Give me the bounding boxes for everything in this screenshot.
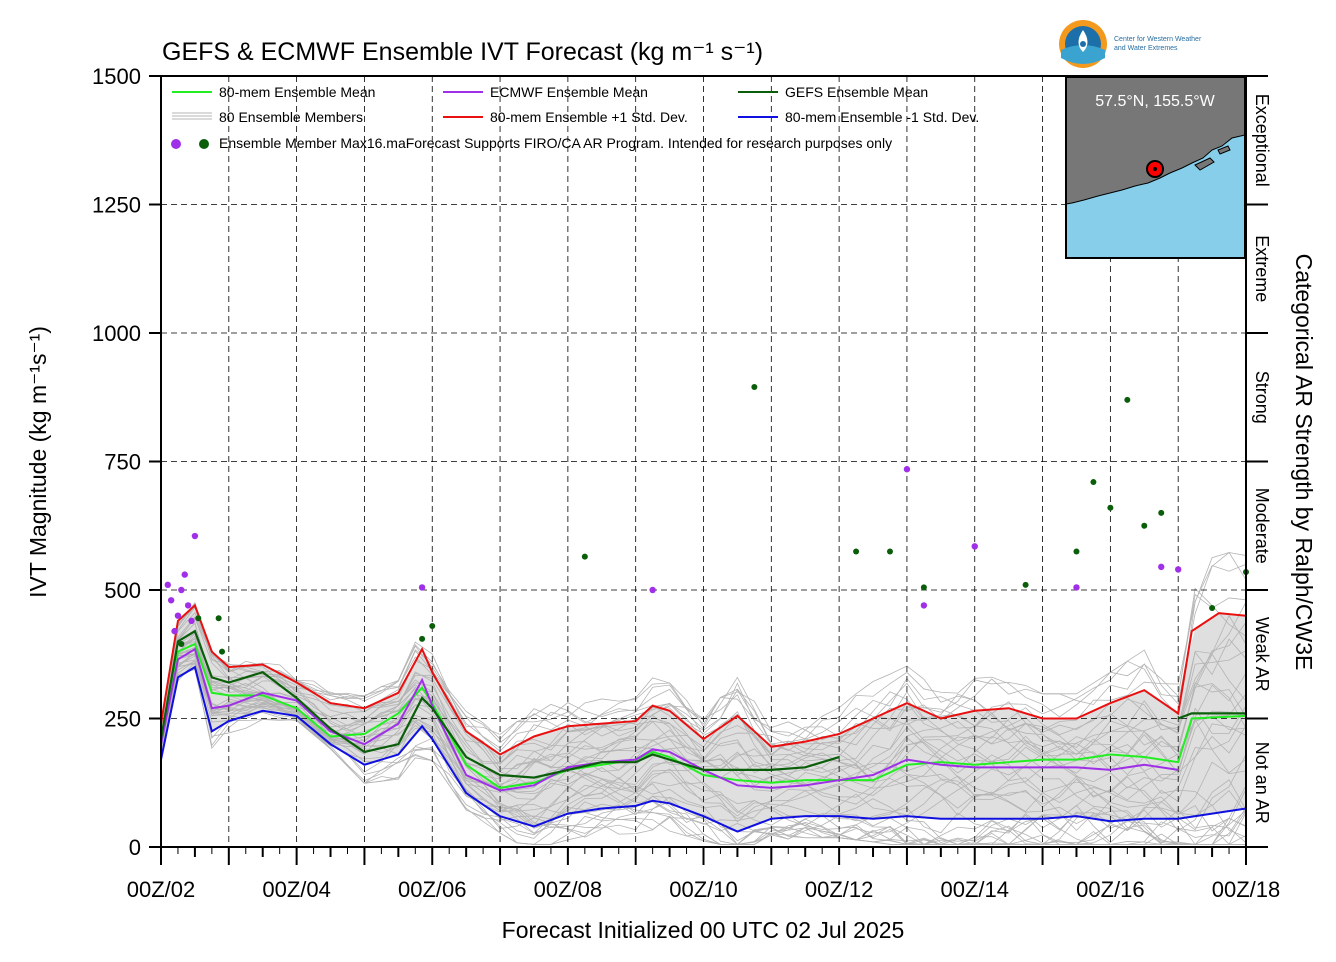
ecmwf-max-point xyxy=(1073,584,1080,591)
x-tick-label: 00Z/04 xyxy=(262,877,331,902)
category-label: Moderate xyxy=(1252,488,1272,564)
gefs-max-point xyxy=(419,635,426,642)
gefs-max-point xyxy=(195,615,202,622)
y-axis-label: IVT Magnitude (kg m⁻¹s⁻¹) xyxy=(25,326,51,598)
member-max-points xyxy=(164,383,1249,655)
x-tick-label: 00Z/14 xyxy=(941,877,1010,902)
legend-gefs-mean: GEFS Ensemble Mean xyxy=(785,84,928,100)
x-tick-label: 00Z/02 xyxy=(127,877,196,902)
ecmwf-max-point xyxy=(178,586,185,594)
ecmwf-max-point xyxy=(920,602,928,609)
gefs-max-point xyxy=(920,584,927,591)
cw3e-logo: Center for Western Weather and Water Ext… xyxy=(1059,20,1202,68)
ensemble-member-line xyxy=(160,563,1247,787)
axes: 0 250 500 750 1000 1250 1500 00Z/02 00Z/04 00Z/06… xyxy=(92,64,1280,902)
x-tick-label: 00Z/16 xyxy=(1076,877,1145,902)
ecmwf-max-point xyxy=(171,627,178,635)
series-plus1-std xyxy=(160,603,1247,756)
gefs-max-point xyxy=(1141,522,1148,529)
series-gefs-mean xyxy=(159,629,840,779)
ecmwf-max-point xyxy=(1174,566,1182,573)
right-axis-label: Categorical AR Strength by Ralph/CW3E xyxy=(1291,254,1317,671)
x-tick-label: 00Z/06 xyxy=(398,877,467,902)
gefs-max-point xyxy=(429,622,436,629)
shaded-spread xyxy=(161,605,1246,832)
ensemble-member-line xyxy=(160,652,1247,845)
location-inset-map: 57.5°N, 155.5°W xyxy=(1065,76,1246,259)
legend-ecmwf-mean: ECMWF Ensemble Mean xyxy=(490,84,648,100)
x-tick-label: 00Z/10 xyxy=(669,877,738,902)
gefs-max-point xyxy=(219,648,226,655)
ecmwf-max-point xyxy=(418,584,426,591)
gefs-max-point xyxy=(1158,509,1165,516)
gefs-max-point xyxy=(215,615,222,622)
x-tick-label: 00Z/18 xyxy=(1212,877,1281,902)
ecmwf-max-point xyxy=(649,586,656,594)
logo-text-line2: and Water Extremes xyxy=(1114,45,1178,52)
series-lines xyxy=(159,603,1247,833)
category-label: Weak AR xyxy=(1252,617,1272,692)
ecmwf-max-point xyxy=(971,543,978,550)
legend-members: 80 Ensemble Members xyxy=(219,109,363,125)
y-tick-label: 1250 xyxy=(92,193,141,218)
series-mean80 xyxy=(160,642,1247,789)
ecmwf-max-point xyxy=(167,597,175,604)
x-axis-label: Forecast Initialized 00 UTC 02 Jul 2025 xyxy=(502,917,905,943)
legend-max-note: Ensemble Member Max16.maForecast Support… xyxy=(219,135,892,151)
ecmwf-max-point xyxy=(174,612,182,619)
gefs-max-point xyxy=(751,383,758,390)
ecmwf-max-point xyxy=(191,532,199,540)
gefs-max-point xyxy=(581,553,588,560)
ensemble-member-line xyxy=(160,606,1247,770)
gefs-max-point xyxy=(886,548,893,555)
y-tick-label: 0 xyxy=(129,835,141,860)
y-tick-label: 1500 xyxy=(92,64,141,89)
x-tick-label: 00Z/08 xyxy=(534,877,603,902)
category-label: Extreme xyxy=(1252,235,1272,302)
inset-island xyxy=(1194,157,1215,171)
ensemble-member-line xyxy=(160,616,1247,789)
category-label: Strong xyxy=(1252,371,1272,424)
std-dev-shading xyxy=(161,605,1246,832)
ecmwf-max-point xyxy=(1158,563,1165,571)
gefs-max-point xyxy=(1124,396,1131,403)
y-tick-label: 250 xyxy=(104,707,141,732)
chart-title: GEFS & ECMWF Ensemble IVT Forecast (kg m… xyxy=(162,38,763,66)
legend-gefs-dot xyxy=(199,139,209,149)
legend-mean80: 80-mem Ensemble Mean xyxy=(219,84,375,100)
gefs-max-point xyxy=(178,640,185,647)
gefs-max-point xyxy=(1209,604,1216,611)
ecmwf-max-point xyxy=(188,617,195,625)
legend-swatch-members xyxy=(172,112,212,120)
legend-minus1: 80-mem Ensemble -1 Std. Dev. xyxy=(785,109,979,125)
legend-ecmwf-dot xyxy=(171,139,181,149)
ecmwf-max-point xyxy=(164,581,171,589)
legend: 80-mem Ensemble Mean 80 Ensemble Members… xyxy=(171,84,979,151)
gefs-max-point xyxy=(1090,479,1097,486)
legend-plus1: 80-mem Ensemble +1 Std. Dev. xyxy=(490,109,688,125)
ecmwf-max-point xyxy=(181,571,188,578)
y-tick-label: 1000 xyxy=(92,321,141,346)
series-gefs-mean xyxy=(1177,712,1246,720)
ensemble-member-line xyxy=(160,612,1247,778)
y-tick-label: 500 xyxy=(104,578,141,603)
category-label: Exceptional xyxy=(1252,94,1272,187)
x-tick-label: 00Z/12 xyxy=(805,877,874,902)
inset-frame xyxy=(1065,76,1246,259)
series-ecmwf-mean xyxy=(160,647,1179,792)
inset-land xyxy=(1065,76,1246,205)
inset-island xyxy=(1217,145,1231,155)
inset-location-label: 57.5°N, 155.5°W xyxy=(1095,93,1215,110)
gefs-max-point xyxy=(1022,581,1029,588)
series-minus1-std xyxy=(160,665,1247,833)
logo-text-line1: Center for Western Weather xyxy=(1114,36,1202,43)
gefs-max-point xyxy=(1107,504,1114,511)
ecmwf-max-point xyxy=(184,602,192,609)
y-tick-label: 750 xyxy=(104,450,141,475)
gefs-max-point xyxy=(1073,548,1080,555)
category-label: Not an AR xyxy=(1252,742,1272,824)
gefs-max-point xyxy=(853,548,860,555)
ecmwf-max-point xyxy=(903,466,911,473)
